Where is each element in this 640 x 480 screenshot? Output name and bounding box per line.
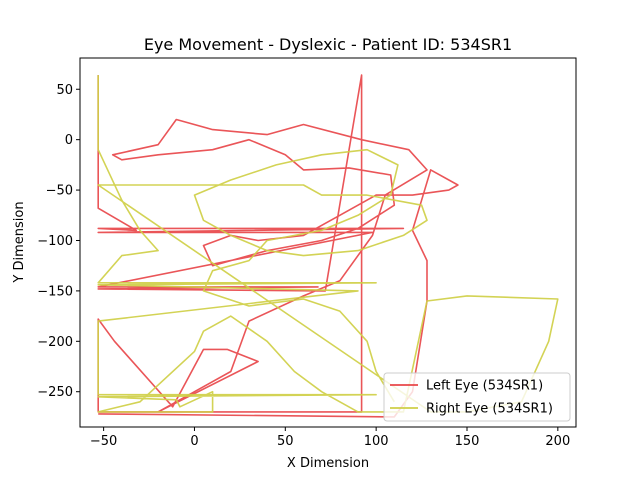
y-tick-label: 0 — [65, 133, 73, 148]
x-tick-label: 0 — [190, 434, 198, 449]
legend-label: Right Eye (534SR1) — [426, 402, 553, 417]
x-tick-label: 50 — [277, 434, 294, 449]
y-tick-label: −150 — [37, 284, 73, 299]
y-tick-label: −250 — [37, 385, 73, 400]
x-axis-label: X Dimension — [287, 456, 369, 471]
legend-label: Left Eye (534SR1) — [426, 379, 543, 394]
y-axis-label: Y Dimension — [12, 201, 27, 283]
y-tick-label: −200 — [37, 335, 73, 350]
x-tick-label: −50 — [90, 434, 117, 449]
chart-title: Eye Movement - Dyslexic - Patient ID: 53… — [144, 35, 512, 54]
y-tick-label: −100 — [37, 234, 73, 249]
legend-box — [383, 372, 571, 422]
legend: Left Eye (534SR1) Right Eye (534SR1) — [383, 372, 571, 422]
x-tick-label: 100 — [364, 434, 389, 449]
x-tick-label: 200 — [545, 434, 570, 449]
x-tick-label: 150 — [455, 434, 480, 449]
y-tick-label: 50 — [56, 83, 73, 98]
y-tick-label: −50 — [46, 184, 73, 199]
plot-frame — [79, 57, 577, 428]
series-line-left-eye — [97, 74, 459, 418]
